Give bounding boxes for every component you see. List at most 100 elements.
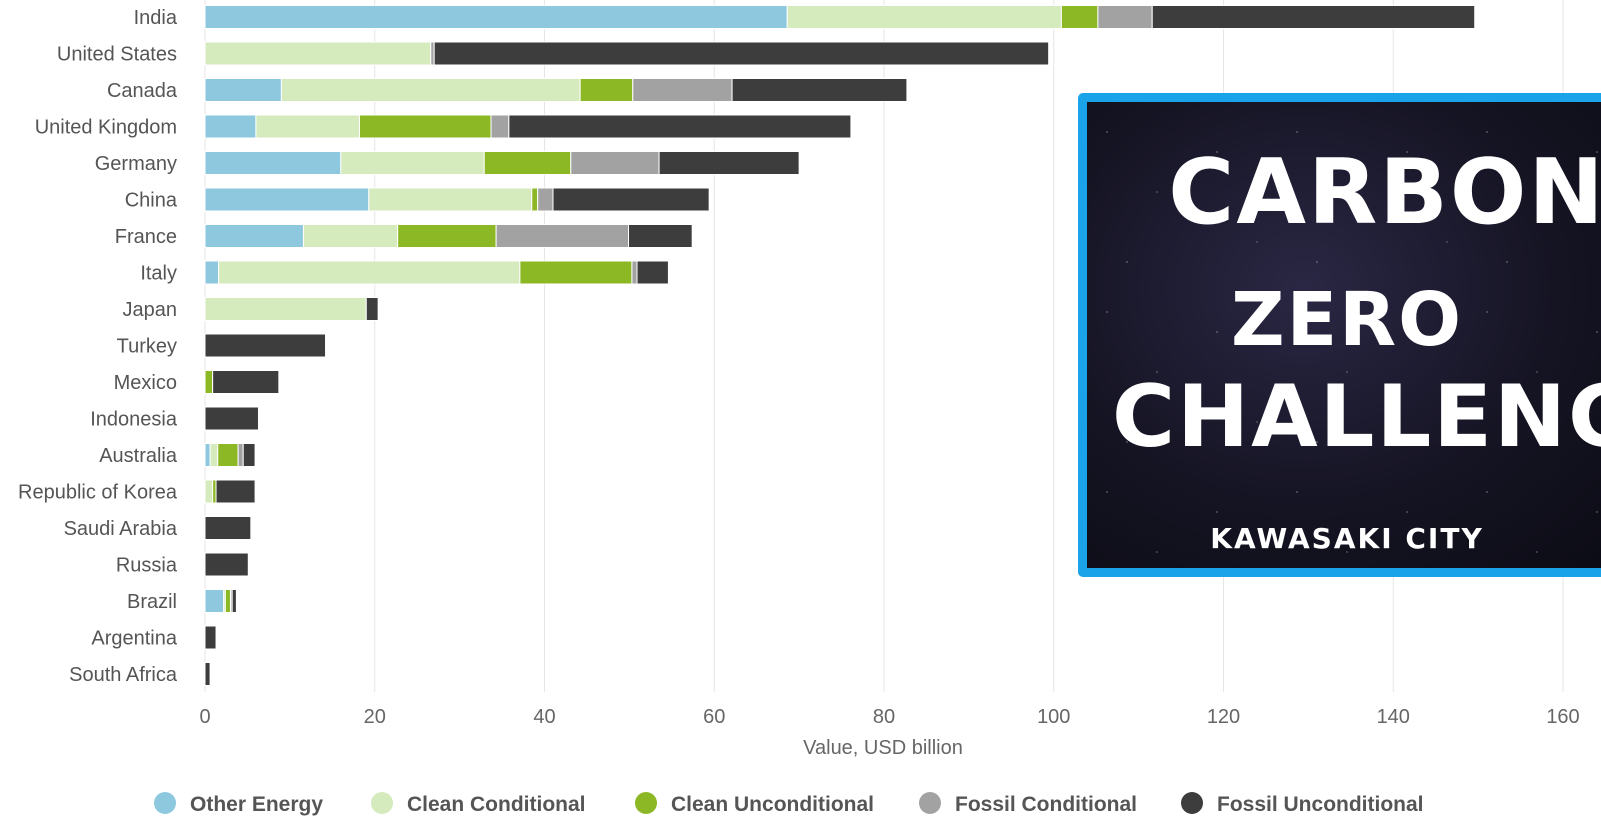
category-label-india: India	[134, 7, 178, 29]
category-label-indonesia: Indonesia	[90, 409, 178, 431]
bar-canada-other-energy	[204, 78, 282, 102]
bar-argentina-fossil-unconditional	[204, 625, 217, 650]
bar-china-clean-conditional	[368, 187, 533, 212]
category-label-saudi-arabia: Saudi Arabia	[64, 518, 178, 540]
banner-title-line-3: CHALLENG	[1112, 367, 1601, 467]
x-tick-label-160: 160	[1546, 706, 1579, 728]
bar-united-states-clean-conditional	[204, 41, 432, 66]
category-label-italy: Italy	[140, 263, 177, 285]
bar-china-other-energy	[204, 187, 370, 212]
bar-united-kingdom-clean-conditional	[255, 114, 360, 139]
x-tick-label-140: 140	[1377, 706, 1410, 728]
bar-united-kingdom-fossil-conditional	[490, 114, 510, 139]
bar-united-kingdom-clean-unconditional	[358, 114, 492, 139]
bar-germany-fossil-conditional	[570, 151, 660, 175]
x-tick-label-0: 0	[199, 706, 210, 728]
bar-japan-clean-conditional	[204, 297, 367, 321]
bar-india-clean-conditional	[786, 5, 1062, 29]
category-label-united-states: United States	[57, 44, 177, 66]
bar-france-clean-conditional	[302, 224, 399, 248]
bar-mexico-fossil-unconditional	[212, 370, 280, 394]
category-label-south-africa: South Africa	[69, 664, 178, 686]
bar-china-fossil-unconditional	[552, 187, 710, 212]
bar-russia-fossil-unconditional	[204, 552, 249, 577]
legend-swatch-other-energy	[154, 792, 176, 814]
bar-united-kingdom-other-energy	[204, 114, 257, 139]
category-label-argentina: Argentina	[91, 628, 177, 650]
bar-italy-other-energy	[204, 260, 220, 285]
legend-label-other-energy: Other Energy	[190, 793, 323, 816]
bar-canada-fossil-unconditional	[731, 78, 908, 102]
bar-brazil-clean-unconditional	[224, 589, 231, 613]
legend-swatch-fossil-unconditional	[1181, 792, 1203, 814]
banner-title-line-2: ZERO	[1230, 277, 1464, 363]
bar-china-fossil-conditional	[537, 187, 554, 212]
bar-china-clean-unconditional	[531, 187, 539, 212]
bar-germany-clean-unconditional	[483, 151, 572, 175]
bar-indonesia-fossil-unconditional	[204, 406, 259, 431]
x-tick-label-20: 20	[364, 706, 386, 728]
bar-india-fossil-unconditional	[1151, 5, 1476, 29]
legend-swatch-clean-unconditional	[635, 792, 657, 814]
category-label-turkey: Turkey	[117, 336, 177, 358]
banner-subtitle: KAWASAKI CITY	[1210, 522, 1484, 555]
x-axis-ticks: 0 20 40 60 80 100 120 140 160	[199, 706, 1579, 728]
bar-italy-clean-unconditional	[519, 260, 633, 285]
bar-united-states-fossil-unconditional	[433, 41, 1050, 66]
bar-saudi-arabia-fossil-unconditional	[204, 516, 252, 540]
bar-italy-fossil-unconditional	[636, 260, 669, 285]
category-label-russia: Russia	[116, 555, 178, 577]
category-labels: India United States Canada United Kingdom Ge…	[18, 7, 178, 686]
bar-italy-fossil-conditional	[631, 260, 638, 285]
bar-germany-other-energy	[204, 151, 342, 175]
x-tick-label-60: 60	[703, 706, 725, 728]
bar-australia-other-energy	[204, 443, 211, 467]
legend-label-fossil-conditional: Fossil Conditional	[955, 793, 1137, 816]
x-axis-title: Value, USD billion	[803, 737, 963, 759]
bar-australia-clean-unconditional	[217, 443, 239, 467]
bar-australia-fossil-conditional	[237, 443, 244, 467]
category-label-japan: Japan	[123, 299, 178, 321]
bar-france-clean-unconditional	[397, 224, 497, 248]
legend-item-fossil-unconditional: Fossil Unconditional	[1181, 792, 1424, 816]
legend-item-fossil-conditional: Fossil Conditional	[919, 792, 1137, 816]
carbon-zero-challenge-banner: CARBON ZERO CHALLENG KAWASAKI CITY	[1078, 93, 1601, 577]
bar-india-other-energy	[204, 5, 788, 29]
legend-item-clean-conditional: Clean Conditional	[371, 792, 586, 816]
bar-germany-clean-conditional	[340, 151, 485, 175]
legend: Other Energy Clean Conditional Clean Uncon…	[154, 792, 1424, 816]
bar-india-clean-unconditional	[1060, 5, 1099, 29]
legend-swatch-clean-conditional	[371, 792, 393, 814]
legend-item-clean-unconditional: Clean Unconditional	[635, 792, 874, 816]
bar-united-states-fossil-conditional	[430, 41, 435, 66]
bars	[204, 5, 1476, 686]
bar-brazil-other-energy	[204, 589, 225, 613]
bar-germany-fossil-unconditional	[658, 151, 800, 175]
category-label-germany: Germany	[95, 153, 177, 175]
bar-republic-of-korea-fossil-unconditional	[215, 479, 256, 504]
bar-mexico-clean-unconditional	[204, 370, 214, 394]
category-label-france: France	[115, 226, 177, 248]
bar-republic-of-korea-clean-conditional	[204, 479, 214, 504]
legend-label-fossil-unconditional: Fossil Unconditional	[1217, 793, 1424, 816]
category-label-canada: Canada	[107, 80, 178, 102]
category-label-united-kingdom: United Kingdom	[35, 117, 177, 139]
bar-republic-of-korea-clean-unconditional	[212, 479, 217, 504]
bar-australia-clean-conditional	[209, 443, 219, 467]
x-tick-label-40: 40	[533, 706, 555, 728]
legend-label-clean-unconditional: Clean Unconditional	[671, 793, 874, 816]
bar-france-fossil-conditional	[495, 224, 630, 248]
bar-canada-clean-unconditional	[579, 78, 634, 102]
bar-united-kingdom-fossil-unconditional	[508, 114, 852, 139]
bar-france-fossil-unconditional	[628, 224, 693, 248]
bar-italy-clean-conditional	[218, 260, 521, 285]
banner-title-line-1: CARBON	[1168, 140, 1601, 245]
bar-india-fossil-conditional	[1097, 5, 1153, 29]
x-tick-label-80: 80	[873, 706, 895, 728]
bar-japan-fossil-unconditional	[365, 297, 379, 321]
x-tick-label-100: 100	[1037, 706, 1070, 728]
category-label-mexico: Mexico	[114, 372, 177, 394]
legend-swatch-fossil-conditional	[919, 792, 941, 814]
category-label-china: China	[125, 190, 178, 212]
